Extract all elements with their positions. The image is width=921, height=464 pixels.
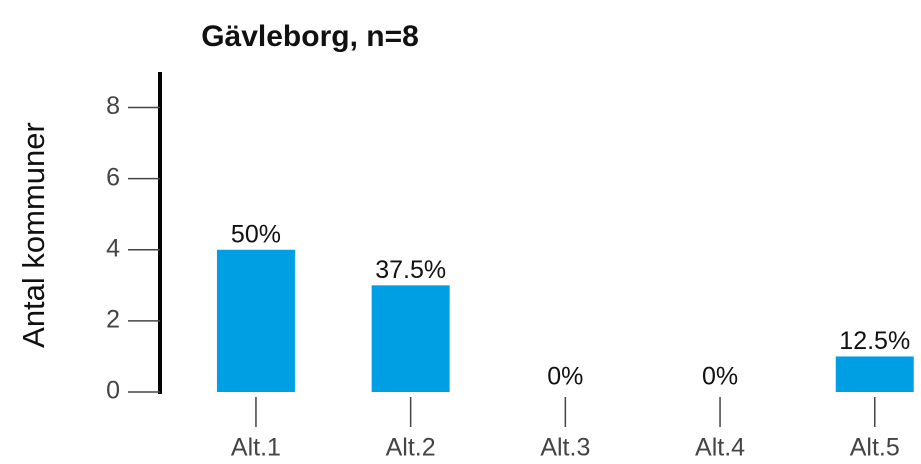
y-tick-label: 0: [106, 377, 120, 405]
x-tick-label: Alt.4: [695, 434, 745, 462]
x-tick-label: Alt.5: [850, 434, 900, 462]
value-label: 50%: [231, 220, 281, 248]
y-axis-label: Antal kommuner: [16, 122, 51, 348]
y-tick-label: 6: [106, 163, 120, 191]
value-label: 12.5%: [839, 327, 910, 355]
y-tick-label: 2: [106, 305, 120, 333]
x-tick-label: Alt.2: [386, 434, 436, 462]
bar: [371, 285, 450, 392]
bar: [216, 249, 295, 392]
x-tick-label: Alt.3: [540, 434, 590, 462]
value-label: 0%: [702, 363, 738, 391]
chart-title: Gävleborg, n=8: [201, 20, 419, 53]
bar: [835, 356, 914, 392]
value-label: 0%: [547, 363, 583, 391]
value-label: 37.5%: [375, 256, 446, 284]
y-tick-label: 8: [106, 92, 120, 120]
x-tick-label: Alt.1: [231, 434, 281, 462]
y-tick-label: 4: [106, 234, 120, 262]
